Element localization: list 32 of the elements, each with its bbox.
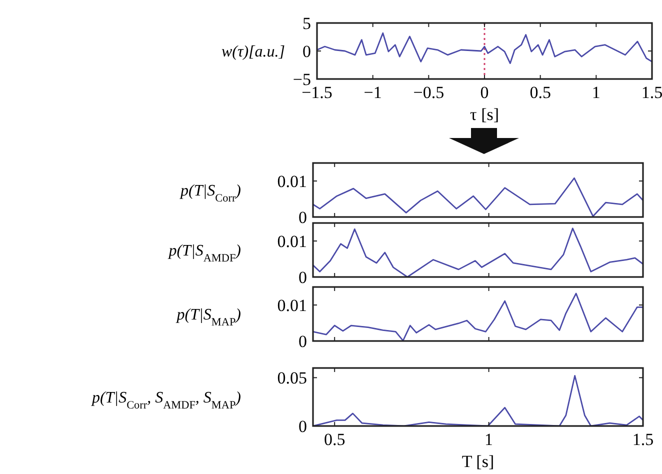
y-tick-label: 0 [298,208,307,227]
y-tick-label: 0 [302,42,311,61]
line-series [313,375,643,426]
y-axis-title: w(τ)[a.u.] [221,44,285,61]
y-axis-title: p(T|S$_{Corr}$, S$_{AMDF}$, S$_{MAP}$) [90,390,241,412]
x-axis-title: T [s] [462,452,494,471]
x-tick-label: −1 [364,83,382,102]
y-tick-label: 5 [302,14,311,33]
x-axis-title: τ [s] [470,105,500,124]
x-tick-label: −0.5 [413,83,444,102]
x-tick-label: 1.5 [632,430,654,449]
y-tick-label: −5 [292,70,311,89]
x-tick-label: 1 [592,83,600,102]
x-tick-label: 1.5 [641,83,662,102]
y-tick-label: 0.01 [277,172,307,191]
x-tick-label: 0 [480,83,489,102]
y-tick-label: 0.05 [277,368,307,388]
line-series [313,177,643,217]
y-tick-label: 0 [298,332,307,351]
line-series [317,32,652,64]
line-series [313,228,643,277]
x-tick-label: 0.5 [324,430,346,449]
x-tick-label: 1 [484,430,494,449]
y-tick-label: 0 [298,416,307,436]
line-series [313,292,643,341]
y-tick-label: 0.01 [277,296,307,315]
y-axis-title: p(T|S$_{MAP}$) [176,306,241,329]
y-tick-label: 0 [298,268,307,287]
y-axis-title: p(T|S$_{Corr}$) [180,182,241,205]
y-axis-title: p(T|S$_{AMDF}$) [168,242,241,265]
y-tick-label: 0.01 [277,232,307,251]
x-tick-label: 0.5 [530,83,551,102]
